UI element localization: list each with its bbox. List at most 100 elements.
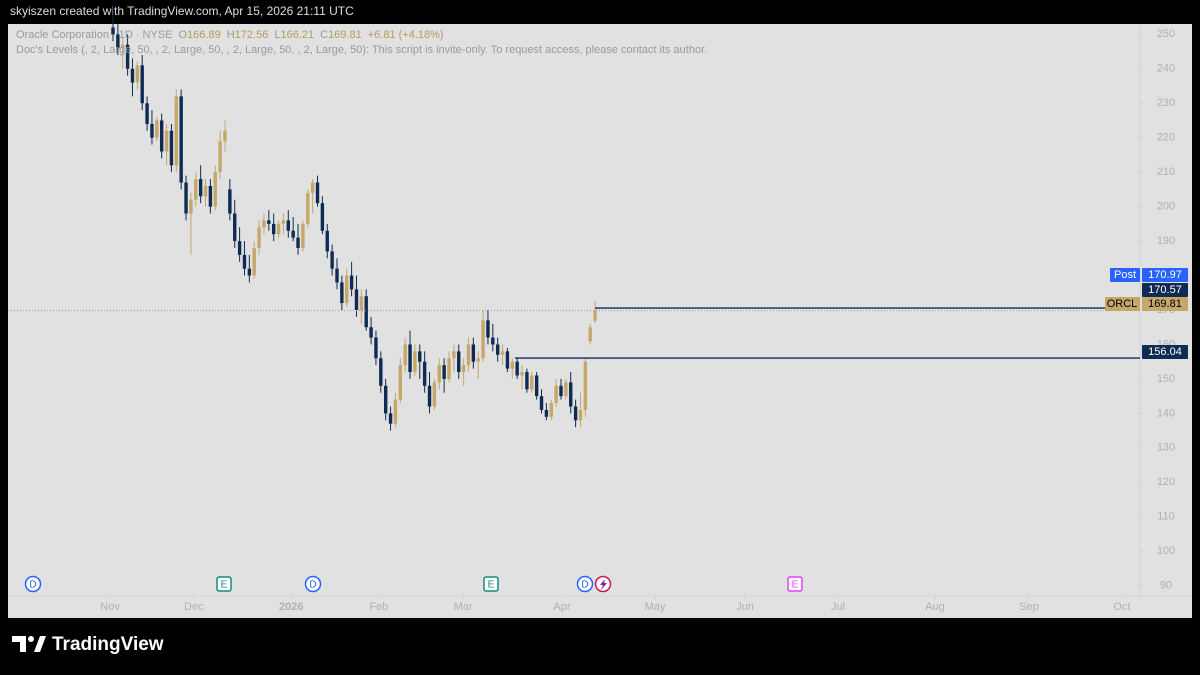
price-badge bbox=[1142, 283, 1188, 297]
candle-body bbox=[242, 254, 247, 269]
event-icon bbox=[304, 575, 322, 593]
y-tick-label: 100 bbox=[1157, 545, 1175, 557]
candle-body bbox=[515, 361, 519, 376]
candle-body bbox=[135, 65, 140, 83]
x-tick-label: Jul bbox=[831, 601, 845, 613]
candle-body bbox=[164, 130, 169, 152]
candle-body bbox=[564, 382, 568, 397]
y-tick-label: 210 bbox=[1157, 166, 1175, 178]
candle-body bbox=[281, 220, 286, 224]
candle-body bbox=[369, 327, 373, 338]
l-label: L bbox=[274, 29, 280, 41]
candle-body bbox=[276, 223, 281, 235]
candle-body bbox=[481, 320, 485, 359]
candle-body bbox=[379, 358, 383, 386]
event-label: D bbox=[581, 580, 588, 591]
candle-body bbox=[223, 130, 227, 142]
candle-body bbox=[408, 344, 412, 373]
candle-body bbox=[310, 182, 315, 193]
price-badge bbox=[1142, 268, 1188, 282]
candle-body bbox=[189, 199, 193, 214]
event-label: E bbox=[221, 580, 228, 591]
candle-body bbox=[383, 385, 388, 414]
candle-body bbox=[461, 365, 466, 373]
candle-body bbox=[213, 172, 217, 207]
candle-body bbox=[286, 220, 290, 231]
candle-body bbox=[155, 120, 159, 138]
x-tick-label: Jun bbox=[736, 601, 754, 613]
price-badge-label: 170.57 bbox=[1148, 284, 1182, 296]
candle-body bbox=[403, 344, 407, 366]
candle-body bbox=[140, 65, 144, 104]
candle-body bbox=[325, 230, 329, 252]
candle-body bbox=[544, 409, 549, 417]
candle-body bbox=[262, 220, 266, 228]
candle-body bbox=[413, 351, 417, 373]
candle-body bbox=[228, 189, 232, 214]
candle-body bbox=[491, 337, 495, 345]
h-label: H bbox=[227, 29, 235, 41]
candle-body bbox=[159, 120, 164, 152]
event-icon bbox=[483, 576, 499, 592]
event-icon bbox=[576, 575, 594, 593]
change: +6.81 (+4.18%) bbox=[368, 29, 444, 41]
candle-body bbox=[301, 223, 305, 248]
candle-body bbox=[345, 275, 349, 304]
brand: TradingView bbox=[52, 634, 164, 655]
candle-body bbox=[320, 203, 325, 231]
x-tick-label: Apr bbox=[553, 601, 570, 613]
y-tick-label: 130 bbox=[1157, 442, 1175, 454]
candle-body bbox=[296, 237, 300, 248]
event-label: E bbox=[488, 580, 495, 591]
candle-body bbox=[233, 213, 237, 242]
candle-body bbox=[466, 344, 471, 366]
event-label: D bbox=[309, 580, 316, 591]
y-tick-label: 120 bbox=[1157, 476, 1175, 488]
candle-body bbox=[569, 382, 573, 407]
o-value: 166.89 bbox=[187, 29, 221, 41]
x-tick-label: Nov bbox=[100, 601, 120, 613]
candle-body bbox=[179, 96, 183, 183]
candle-body bbox=[393, 399, 398, 424]
candle-body bbox=[495, 344, 500, 355]
c-label: C bbox=[320, 29, 328, 41]
price-badge-label: 156.04 bbox=[1148, 346, 1182, 358]
candle-body bbox=[116, 34, 120, 49]
y-tick-label: 110 bbox=[1157, 511, 1175, 523]
symbol-badge-label: Post bbox=[1114, 269, 1136, 281]
candle-body bbox=[505, 351, 510, 369]
x-tick-label: Feb bbox=[369, 601, 388, 613]
y-tick-label: 90 bbox=[1160, 580, 1172, 592]
caption: skyiszen created with TradingView.com, A… bbox=[10, 4, 354, 18]
candle-body bbox=[432, 382, 437, 407]
candle-body bbox=[486, 320, 490, 338]
candle-body bbox=[208, 185, 213, 207]
candle-body bbox=[442, 365, 446, 379]
candle-body bbox=[359, 296, 364, 310]
x-tick-label: Aug bbox=[925, 601, 945, 613]
price-badge-label: 170.97 bbox=[1148, 269, 1182, 281]
y-tick-label: 150 bbox=[1157, 373, 1175, 385]
candle-body bbox=[111, 27, 115, 35]
y-tick-label: 200 bbox=[1157, 201, 1175, 213]
logo bbox=[12, 636, 46, 652]
candle-body bbox=[525, 372, 529, 390]
candle-body bbox=[471, 344, 476, 362]
candle-body bbox=[330, 251, 334, 269]
candle-body bbox=[121, 44, 125, 49]
event-icon bbox=[24, 575, 42, 593]
c-value: 169.81 bbox=[328, 29, 362, 41]
candle-body bbox=[247, 268, 252, 276]
candle-body bbox=[418, 351, 422, 362]
candle-body bbox=[573, 406, 578, 421]
earnings-flash bbox=[594, 575, 612, 593]
candle-body bbox=[500, 351, 505, 355]
indicator-text: Doc's Levels (, 2, Large, 50, , 2, Large… bbox=[16, 44, 707, 56]
candle-body bbox=[388, 413, 393, 424]
candle-body bbox=[520, 372, 524, 376]
footer bbox=[0, 620, 1200, 670]
candle-body bbox=[184, 182, 188, 214]
candle-body bbox=[125, 44, 130, 69]
candle-body bbox=[549, 403, 553, 417]
